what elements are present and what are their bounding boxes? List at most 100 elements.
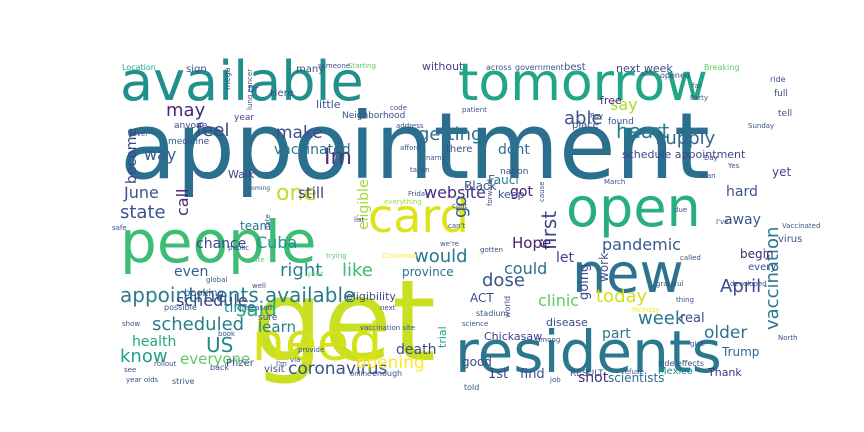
cloud-word: sign	[186, 64, 207, 75]
cloud-word: Cincinnati	[382, 252, 417, 260]
cloud-word: public	[228, 244, 249, 252]
cloud-word: Breaking	[704, 63, 739, 72]
cloud-word: even	[174, 264, 208, 280]
cloud-word: go	[450, 196, 471, 218]
cloud-word: gotten	[480, 246, 503, 254]
cloud-word: via	[290, 356, 300, 364]
cloud-word: address	[396, 122, 424, 130]
cloud-word: Chickasaw	[484, 330, 542, 343]
cloud-word: rollout	[154, 360, 177, 368]
cloud-word: released	[242, 304, 272, 312]
cloud-word: every	[748, 262, 776, 273]
cloud-word: code	[390, 104, 407, 112]
cloud-word: vaccinated	[274, 142, 351, 158]
cloud-word: Black	[464, 179, 497, 193]
cloud-word: like	[342, 260, 373, 281]
cloud-word: coming	[248, 185, 270, 192]
cloud-word: RESULT	[570, 369, 604, 379]
cloud-word: book	[218, 330, 236, 338]
cloud-word: site	[252, 256, 265, 264]
cloud-word: Hope	[512, 234, 551, 252]
cloud-word: know	[120, 346, 168, 367]
cloud-word: pandemic	[602, 235, 681, 254]
cloud-word: become	[124, 128, 140, 184]
cloud-word: online	[350, 370, 371, 378]
cloud-word: schedule	[176, 291, 248, 310]
cloud-word: Neighborhood	[342, 111, 405, 121]
cloud-word: grateful	[656, 280, 684, 288]
cloud-word: Here	[270, 88, 294, 99]
cloud-word: website	[424, 183, 486, 202]
cloud-word: clinic	[538, 291, 579, 310]
cloud-word: tomorrow	[458, 53, 708, 113]
cloud-word: date	[264, 214, 272, 230]
cloud-word: found	[608, 117, 634, 127]
cloud-word: opened	[660, 71, 690, 80]
cloud-word: next	[380, 304, 396, 312]
cloud-word: list	[354, 216, 365, 224]
cloud-word: strive	[172, 377, 195, 386]
cloud-word: there	[446, 144, 472, 155]
cloud-word: trial	[436, 326, 449, 348]
cloud-word: Vaccinated	[782, 222, 820, 230]
cloud-word: say	[610, 95, 638, 114]
cloud-word: available	[120, 50, 364, 113]
cloud-word: Friday	[408, 190, 429, 198]
cloud-word: cause	[538, 181, 546, 202]
cloud-word: full	[774, 89, 788, 99]
cloud-word: Ray	[590, 112, 603, 120]
cloud-word: right	[280, 260, 322, 281]
cloud-word: Dr	[248, 85, 259, 95]
cloud-word: call	[173, 189, 192, 217]
cloud-word: patient	[462, 106, 487, 114]
cloud-word: lung cancer	[246, 69, 254, 110]
cloud-word: global	[206, 276, 227, 284]
cloud-word: see	[124, 366, 136, 374]
cloud-word: opening	[356, 353, 425, 373]
cloud-word: side effects	[658, 359, 704, 368]
cloud-word: new	[572, 242, 684, 305]
cloud-word: Party	[690, 94, 708, 102]
cloud-word: anyone	[174, 121, 208, 131]
cloud-word: Starting	[348, 62, 376, 70]
cloud-word: part	[602, 326, 631, 342]
cloud-word: tell	[778, 109, 792, 119]
cloud-word: Thank	[707, 366, 742, 379]
cloud-word: show	[122, 320, 140, 328]
cloud-word: province	[402, 265, 454, 279]
cloud-word: yet	[772, 165, 791, 179]
cloud-word: called	[680, 254, 701, 262]
cloud-word: could	[504, 259, 547, 278]
cloud-word: far	[692, 82, 702, 90]
cloud-word: little	[316, 98, 341, 111]
cloud-word: give	[690, 340, 705, 348]
cloud-word: feel	[196, 120, 230, 141]
cloud-word: without	[422, 60, 464, 73]
cloud-word: stadium	[476, 309, 509, 318]
cloud-word: US	[206, 333, 233, 357]
cloud-word: I've	[716, 218, 728, 226]
cloud-word: North	[778, 334, 798, 342]
cloud-word: science	[462, 320, 488, 328]
cloud-word: many	[296, 64, 324, 75]
cloud-word: learn	[258, 318, 296, 336]
cloud-word: world	[503, 296, 512, 318]
cloud-word: still	[298, 184, 324, 202]
cloud-word: hard	[726, 184, 758, 200]
cloud-word: visit	[264, 364, 285, 375]
cloud-word: across	[486, 63, 512, 72]
cloud-word: vaccination site	[360, 324, 415, 332]
cloud-word: afford	[400, 144, 421, 152]
cloud-word: government	[515, 63, 564, 72]
cloud-word: taken	[410, 166, 430, 174]
cloud-word: best	[564, 62, 586, 73]
cloud-word: back	[210, 363, 229, 372]
cloud-word: make	[276, 123, 323, 143]
cloud-word: work	[597, 253, 611, 282]
cloud-word: team	[240, 219, 271, 233]
cloud-word: begin	[740, 247, 774, 261]
cloud-word: away	[724, 212, 761, 228]
cloud-word: provide	[298, 346, 324, 354]
cloud-word: safe	[112, 224, 127, 232]
cloud-word: among	[536, 336, 560, 344]
